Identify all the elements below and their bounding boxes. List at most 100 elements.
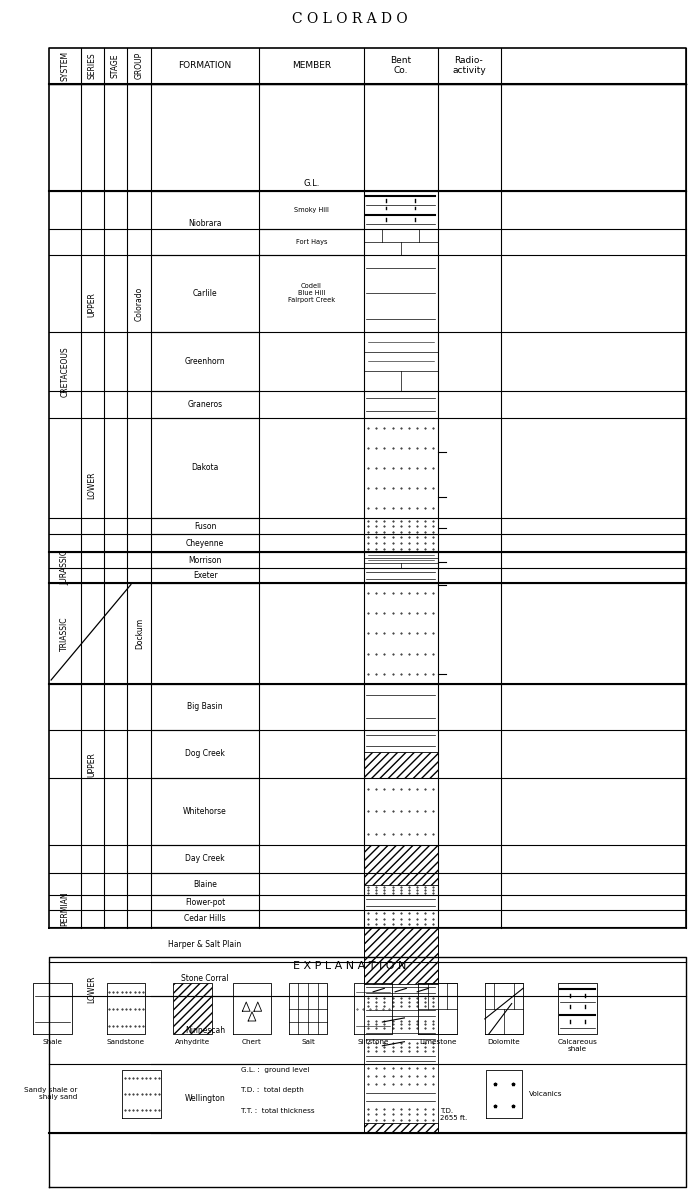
Bar [364,1053,438,1064]
Bar [364,962,438,984]
Text: Shale: Shale [43,1039,62,1045]
Bar [364,1106,438,1123]
Bar [364,1030,438,1041]
Text: CRETACEOUS: CRETACEOUS [60,346,69,397]
Text: UPPER: UPPER [88,292,97,316]
Bar [364,583,438,684]
Text: Anhydrite: Anhydrite [175,1039,210,1045]
Bar [364,910,438,927]
Text: G.L.: G.L. [303,179,320,188]
Bar [364,873,438,885]
Text: Whitehorse: Whitehorse [183,806,227,816]
Text: LOWER: LOWER [88,471,97,499]
Bar [559,983,596,1034]
Text: Cheyenne: Cheyenne [186,539,224,548]
Text: FORMATION: FORMATION [178,61,232,70]
Bar [364,229,438,255]
Bar [364,534,438,552]
Text: Dog Creek: Dog Creek [186,749,225,759]
Text: Codell
Blue Hill
Fairport Creek: Codell Blue Hill Fairport Creek [288,284,335,303]
Text: Cedar Hills: Cedar Hills [184,914,226,923]
Text: Salt: Salt [301,1039,315,1045]
Text: STAGE: STAGE [111,54,120,78]
Bar [364,845,438,873]
Bar [419,983,456,1034]
Text: LOWER: LOWER [88,975,97,1003]
Bar [364,752,438,778]
Bar [364,996,438,1007]
Text: T.T. :  total thickness: T.T. : total thickness [241,1107,315,1114]
Text: Flower-pot: Flower-pot [185,898,225,907]
Text: Colorado: Colorado [135,288,143,321]
Text: Fuson: Fuson [194,521,216,531]
Bar [364,332,438,391]
Text: JURASSIC: JURASSIC [60,550,69,586]
Text: SYSTEM: SYSTEM [60,50,69,81]
Bar [364,255,438,332]
Bar [354,983,392,1034]
Text: Carlile: Carlile [193,289,218,298]
Text: T.D.
2655 ft.: T.D. 2655 ft. [440,1108,467,1120]
Text: Blaine: Blaine [193,879,217,889]
Text: Morrison: Morrison [188,556,222,564]
Text: Radio-
activity: Radio- activity [452,56,486,75]
Text: C O L O R A D O: C O L O R A D O [292,12,408,26]
Text: UPPER: UPPER [88,752,97,777]
Text: Siltstone: Siltstone [358,1039,389,1045]
Text: Fort Hays: Fort Hays [295,239,328,246]
Bar [232,983,272,1034]
Text: TRIASSIC: TRIASSIC [60,617,69,650]
Text: E X P L A N A T I O N: E X P L A N A T I O N [293,962,407,971]
Bar [364,1019,438,1030]
Text: Bent
Co.: Bent Co. [390,56,412,75]
Text: Niobrara: Niobrara [188,218,222,228]
Bar [364,191,438,229]
Text: Dakota: Dakota [191,463,219,472]
Text: Big Basin: Big Basin [188,703,223,711]
Bar [364,1041,438,1053]
Text: G.L. :  ground level: G.L. : ground level [241,1067,310,1074]
Bar [364,778,438,845]
Text: Sandy shale or
shaly sand: Sandy shale or shaly sand [24,1088,77,1100]
Bar [364,552,438,568]
Text: Sandstone: Sandstone [107,1039,145,1045]
Text: Exeter: Exeter [193,571,218,580]
Bar [364,1064,438,1088]
Bar [364,684,438,730]
Bar [484,983,524,1034]
Text: Ninnescah: Ninnescah [185,1026,225,1034]
Bar [364,996,438,1064]
Text: Wellington: Wellington [185,1094,225,1104]
Bar [364,730,438,752]
Text: Harper & Salt Plain: Harper & Salt Plain [169,940,241,948]
Text: Smoky Hill: Smoky Hill [294,206,329,214]
Text: Graneros: Graneros [188,400,223,409]
Bar [364,391,438,418]
Text: Greenhorn: Greenhorn [185,357,225,366]
Text: Dolomite: Dolomite [488,1039,520,1045]
Bar [364,84,438,191]
Text: Chert: Chert [242,1039,262,1045]
Bar [364,885,438,895]
Bar [288,983,328,1034]
Bar [122,1070,161,1118]
Bar [364,984,438,996]
Text: Day Creek: Day Creek [186,854,225,864]
Text: Volcanics: Volcanics [528,1090,562,1098]
Bar [364,568,438,583]
Text: GROUP: GROUP [135,52,143,79]
Text: Calcareous
shale: Calcareous shale [558,1039,597,1052]
Text: Stone Corral: Stone Corral [181,975,229,983]
Text: PERMIAN: PERMIAN [60,891,69,926]
Bar [364,1088,438,1106]
Bar [486,1070,522,1118]
Text: Limestone: Limestone [419,1039,456,1045]
Bar [364,895,438,910]
Bar [364,927,438,962]
Text: SERIES: SERIES [88,52,97,79]
Text: MEMBER: MEMBER [292,61,331,70]
Bar [106,983,146,1034]
Bar [364,1007,438,1019]
Bar [34,983,71,1034]
Text: Dockum: Dockum [135,618,143,649]
